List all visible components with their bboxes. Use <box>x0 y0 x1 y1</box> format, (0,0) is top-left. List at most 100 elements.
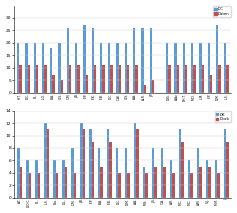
Bar <box>133 28 135 92</box>
Bar <box>202 65 204 92</box>
Bar <box>91 28 94 92</box>
Bar <box>226 142 228 198</box>
Bar <box>77 65 80 92</box>
Bar <box>214 160 217 198</box>
Bar <box>208 167 211 198</box>
Bar <box>135 65 138 92</box>
Bar <box>100 167 103 198</box>
Bar <box>118 173 121 198</box>
Bar <box>199 43 202 92</box>
Bar <box>154 167 157 198</box>
Bar <box>110 65 113 92</box>
Bar <box>17 148 20 198</box>
Bar <box>19 65 22 92</box>
Bar <box>34 43 36 92</box>
Bar <box>53 160 56 198</box>
Bar <box>69 65 71 92</box>
Bar <box>197 148 199 198</box>
Bar <box>89 129 91 198</box>
Bar <box>216 25 218 92</box>
Bar <box>83 25 86 92</box>
Bar <box>52 75 55 92</box>
Bar <box>109 142 112 198</box>
Bar <box>86 75 88 92</box>
Bar <box>174 43 177 92</box>
Bar <box>102 65 105 92</box>
Bar <box>170 160 172 198</box>
Bar <box>67 28 69 92</box>
Bar <box>163 167 166 198</box>
Bar <box>127 65 129 92</box>
Bar <box>166 43 169 92</box>
Bar <box>208 43 210 92</box>
Bar <box>183 43 185 92</box>
Bar <box>145 173 148 198</box>
Bar <box>38 173 40 198</box>
Bar <box>28 65 30 92</box>
Bar <box>179 129 181 198</box>
Bar <box>29 173 31 198</box>
Bar <box>91 142 94 198</box>
Bar <box>116 148 118 198</box>
Bar <box>152 80 154 92</box>
Bar <box>210 75 212 92</box>
Bar <box>224 43 227 92</box>
Bar <box>20 167 22 198</box>
Bar <box>50 48 52 92</box>
Bar <box>206 160 208 198</box>
Bar <box>223 129 226 198</box>
Bar <box>181 142 184 198</box>
Bar <box>44 65 46 92</box>
Bar <box>191 43 193 92</box>
Bar <box>62 160 65 198</box>
Bar <box>44 123 47 198</box>
Bar <box>26 160 29 198</box>
Bar <box>25 43 28 92</box>
Bar <box>169 65 171 92</box>
Bar <box>227 65 229 92</box>
Bar <box>56 173 58 198</box>
Bar <box>80 123 82 198</box>
Bar <box>177 65 179 92</box>
Bar <box>161 148 163 198</box>
Bar <box>144 85 146 92</box>
Bar <box>107 129 109 198</box>
Bar <box>116 43 119 92</box>
Bar <box>42 43 44 92</box>
Bar <box>65 167 67 198</box>
Bar <box>172 173 175 198</box>
Bar <box>36 65 38 92</box>
Bar <box>98 148 100 198</box>
Bar <box>94 65 96 92</box>
Bar <box>152 148 154 198</box>
Bar <box>71 148 73 198</box>
Bar <box>128 173 130 198</box>
Bar <box>47 129 49 198</box>
Bar <box>73 173 76 198</box>
Bar <box>199 167 202 198</box>
Legend: DK, Dcab: DK, Dcab <box>215 111 231 122</box>
Bar <box>217 173 220 198</box>
Bar <box>218 65 220 92</box>
Bar <box>119 65 121 92</box>
Bar <box>136 129 139 198</box>
Bar <box>125 148 128 198</box>
Bar <box>17 43 19 92</box>
Bar <box>75 43 77 92</box>
Bar <box>188 160 190 198</box>
Bar <box>185 65 187 92</box>
Bar <box>108 43 110 92</box>
Bar <box>141 28 144 92</box>
Bar <box>59 43 61 92</box>
Bar <box>100 43 102 92</box>
Bar <box>193 65 196 92</box>
Bar <box>190 173 193 198</box>
Bar <box>61 80 63 92</box>
Bar <box>143 167 145 198</box>
Bar <box>125 43 127 92</box>
Legend: DC, Daten: DC, Daten <box>213 6 231 17</box>
Bar <box>35 160 38 198</box>
Bar <box>134 123 136 198</box>
Bar <box>82 129 85 198</box>
Bar <box>150 28 152 92</box>
